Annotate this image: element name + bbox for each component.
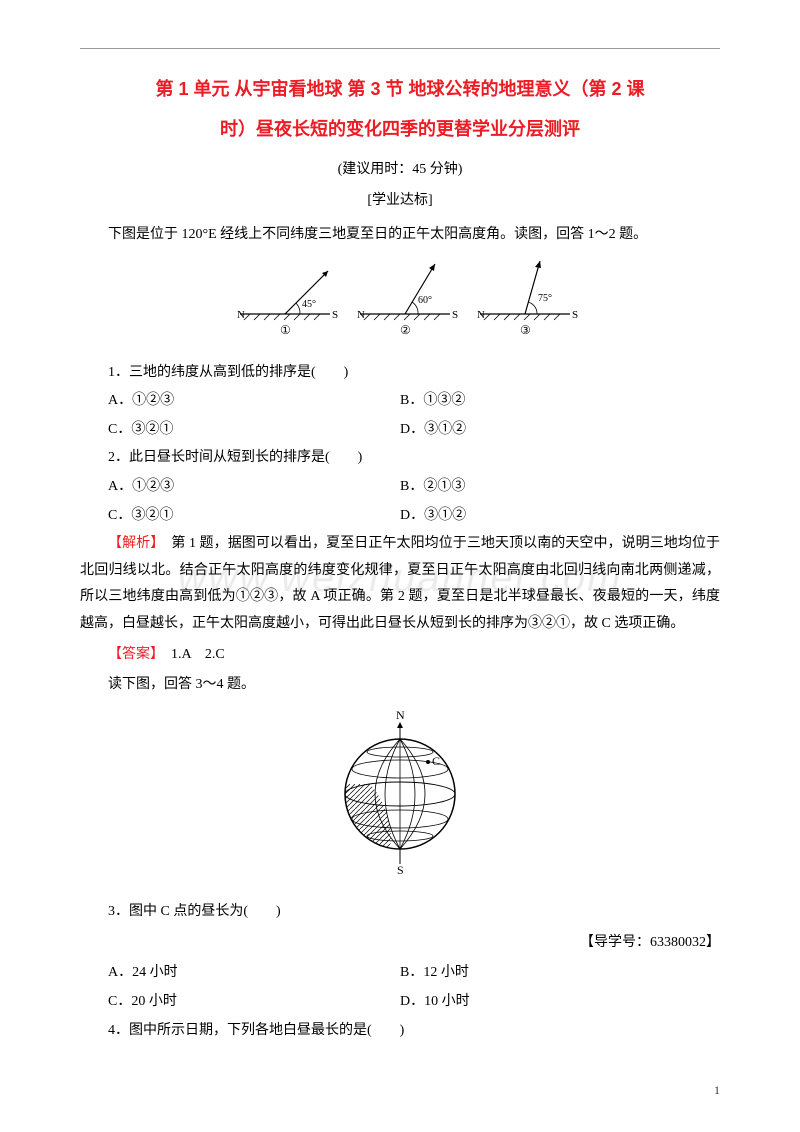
q1-option-d: D．③①②	[400, 417, 720, 444]
answer: 【答案】 1.A 2.C	[80, 642, 720, 669]
q2-options-ab: A．①②③ B．②①③	[80, 474, 720, 501]
analysis: 【解析】 第 1 题，据图可以看出，夏至日正午太阳均位于三地天顶以南的天空中，说…	[80, 531, 720, 637]
n-label-2: N	[357, 309, 365, 321]
angle-2: 60°	[418, 295, 432, 306]
circle-3: ③	[520, 323, 531, 337]
circle-1: ①	[280, 323, 291, 337]
answer-text: 1.A 2.C	[157, 647, 225, 662]
q3-stem: 3．图中 C 点的昼长为( )	[80, 899, 720, 926]
n-label-3: N	[477, 309, 485, 321]
q2-stem: 2．此日昼长时间从短到长的排序是( )	[80, 445, 720, 472]
n-label: N	[237, 309, 245, 321]
s-label: S	[332, 309, 338, 321]
section-label: [学业达标]	[80, 188, 720, 215]
answer-label: 【答案】	[108, 647, 157, 662]
main-title: 第 1 单元 从宇宙看地球 第 3 节 地球公转的地理意义（第 2 课 时）昼夜…	[80, 70, 720, 149]
globe-s-label: S	[397, 863, 404, 877]
q1-option-b: B．①③②	[400, 388, 720, 415]
sun-angle-diagram: 45° N S ① 60° N S ②	[80, 259, 720, 350]
analysis-label: 【解析】	[108, 536, 157, 551]
q3-options-ab: A．24 小时 B．12 小时	[80, 960, 720, 987]
q3-option-d: D．10 小时	[400, 989, 720, 1016]
globe-c-label: C	[432, 754, 440, 768]
circle-2: ②	[400, 323, 411, 337]
top-rule	[80, 48, 720, 49]
globe-n-label: N	[396, 709, 405, 722]
q2-option-d: D．③①②	[400, 503, 720, 530]
title-line-2: 时）昼夜长短的变化四季的更替学业分层测评	[80, 110, 720, 150]
read-figure-2: 读下图，回答 3～4 题。	[80, 672, 720, 699]
q2-option-a: A．①②③	[80, 474, 400, 501]
guide-number: 【导学号：63380032】	[80, 930, 720, 957]
q1-option-c: C．③②①	[80, 417, 400, 444]
q4-stem: 4．图中所示日期，下列各地白昼最长的是( )	[80, 1018, 720, 1045]
q2-options-cd: C．③②① D．③①②	[80, 503, 720, 530]
page-number: 1	[714, 1079, 720, 1102]
q1-stem: 1．三地的纬度从高到低的排序是( )	[80, 360, 720, 387]
q1-options-cd: C．③②① D．③①②	[80, 417, 720, 444]
s-label-2: S	[452, 309, 458, 321]
q3-options-cd: C．20 小时 D．10 小时	[80, 989, 720, 1016]
q3-option-a: A．24 小时	[80, 960, 400, 987]
q1-options-ab: A．①②③ B．①③②	[80, 388, 720, 415]
globe-diagram: C N S	[80, 709, 720, 890]
angle-3: 75°	[538, 293, 552, 304]
analysis-text: 第 1 题，据图可以看出，夏至日正午太阳均位于三地天顶以南的天空中，说明三地均位…	[80, 536, 720, 631]
intro-text: 下图是位于 120°E 经线上不同纬度三地夏至日的正午太阳高度角。读图，回答 1…	[80, 222, 720, 249]
q1-option-a: A．①②③	[80, 388, 400, 415]
angle-1: 45°	[302, 299, 316, 310]
q2-option-b: B．②①③	[400, 474, 720, 501]
q3-option-c: C．20 小时	[80, 989, 400, 1016]
s-label-3: S	[572, 309, 578, 321]
time-suggestion: (建议用时：45 分钟)	[80, 157, 720, 184]
q3-option-b: B．12 小时	[400, 960, 720, 987]
title-line-1: 第 1 单元 从宇宙看地球 第 3 节 地球公转的地理意义（第 2 课	[80, 70, 720, 110]
q2-option-c: C．③②①	[80, 503, 400, 530]
